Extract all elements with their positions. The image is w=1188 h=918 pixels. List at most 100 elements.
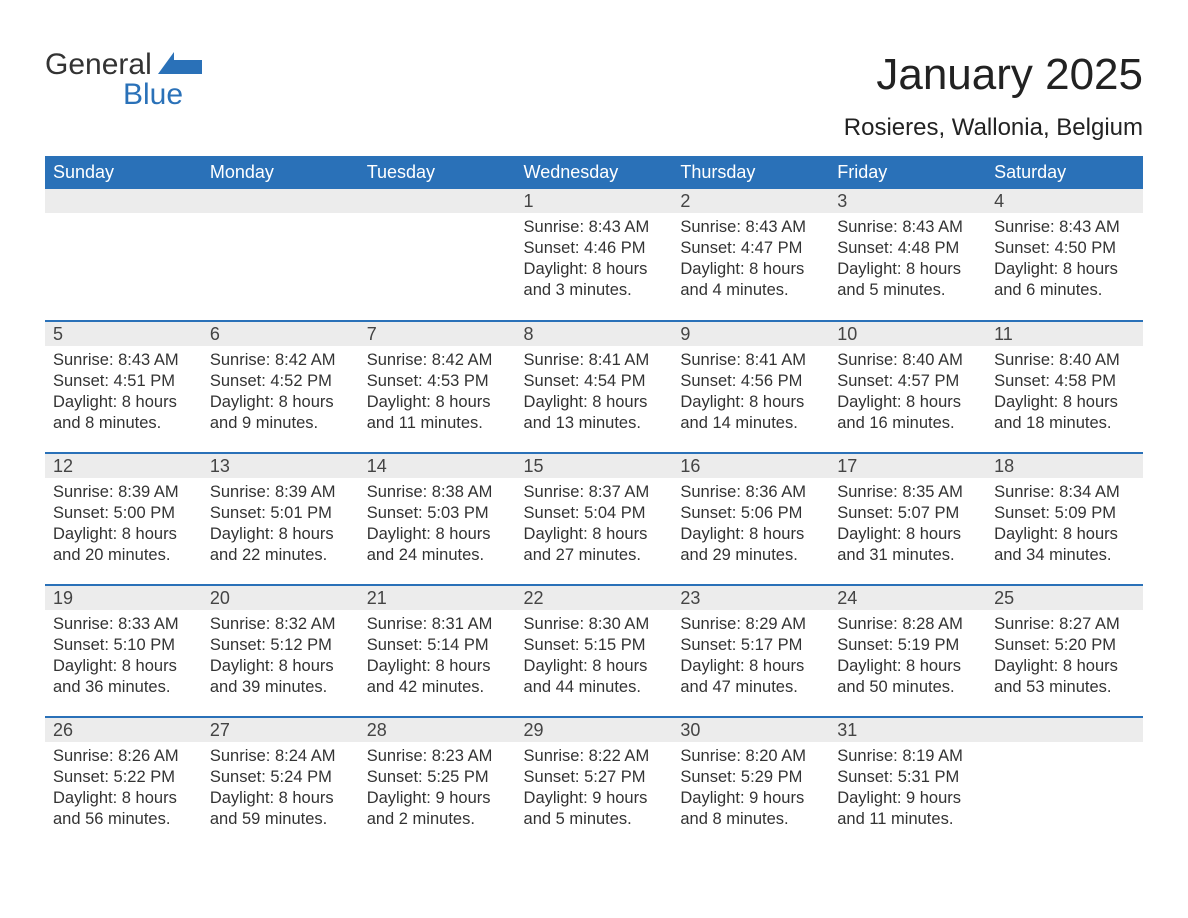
calendar-week-row: 19Sunrise: 8:33 AMSunset: 5:10 PMDayligh…	[45, 585, 1143, 717]
day-header: Monday	[202, 156, 359, 189]
calendar-day-cell: 11Sunrise: 8:40 AMSunset: 4:58 PMDayligh…	[986, 321, 1143, 453]
calendar-day-cell: 27Sunrise: 8:24 AMSunset: 5:24 PMDayligh…	[202, 717, 359, 849]
calendar-day-cell: 2Sunrise: 8:43 AMSunset: 4:47 PMDaylight…	[672, 189, 829, 321]
calendar-day-cell: 12Sunrise: 8:39 AMSunset: 5:00 PMDayligh…	[45, 453, 202, 585]
day-number: 11	[986, 322, 1143, 346]
day-number: 22	[516, 586, 673, 610]
day-details: Sunrise: 8:20 AMSunset: 5:29 PMDaylight:…	[672, 742, 829, 838]
logo-word1: General	[45, 50, 152, 80]
calendar-day-cell: 10Sunrise: 8:40 AMSunset: 4:57 PMDayligh…	[829, 321, 986, 453]
day-details: Sunrise: 8:43 AMSunset: 4:50 PMDaylight:…	[986, 213, 1143, 309]
day-details: Sunrise: 8:23 AMSunset: 5:25 PMDaylight:…	[359, 742, 516, 838]
day-number: 27	[202, 718, 359, 742]
calendar-empty-cell	[45, 189, 202, 321]
day-details: Sunrise: 8:22 AMSunset: 5:27 PMDaylight:…	[516, 742, 673, 838]
day-header: Tuesday	[359, 156, 516, 189]
calendar-empty-cell	[986, 717, 1143, 849]
day-details	[202, 213, 359, 225]
day-details: Sunrise: 8:30 AMSunset: 5:15 PMDaylight:…	[516, 610, 673, 706]
day-number: 3	[829, 189, 986, 213]
calendar-day-cell: 14Sunrise: 8:38 AMSunset: 5:03 PMDayligh…	[359, 453, 516, 585]
calendar-day-cell: 13Sunrise: 8:39 AMSunset: 5:01 PMDayligh…	[202, 453, 359, 585]
calendar-week-row: 5Sunrise: 8:43 AMSunset: 4:51 PMDaylight…	[45, 321, 1143, 453]
calendar-day-cell: 28Sunrise: 8:23 AMSunset: 5:25 PMDayligh…	[359, 717, 516, 849]
day-details: Sunrise: 8:28 AMSunset: 5:19 PMDaylight:…	[829, 610, 986, 706]
logo: General Blue	[45, 50, 202, 110]
day-number: 18	[986, 454, 1143, 478]
day-number	[359, 189, 516, 213]
day-number: 26	[45, 718, 202, 742]
calendar-day-cell: 7Sunrise: 8:42 AMSunset: 4:53 PMDaylight…	[359, 321, 516, 453]
day-number: 14	[359, 454, 516, 478]
day-number	[986, 718, 1143, 742]
day-number: 29	[516, 718, 673, 742]
day-details: Sunrise: 8:26 AMSunset: 5:22 PMDaylight:…	[45, 742, 202, 838]
month-title: January 2025	[844, 50, 1143, 100]
calendar-day-cell: 26Sunrise: 8:26 AMSunset: 5:22 PMDayligh…	[45, 717, 202, 849]
calendar-day-cell: 6Sunrise: 8:42 AMSunset: 4:52 PMDaylight…	[202, 321, 359, 453]
calendar-day-cell: 19Sunrise: 8:33 AMSunset: 5:10 PMDayligh…	[45, 585, 202, 717]
calendar-week-row: 1Sunrise: 8:43 AMSunset: 4:46 PMDaylight…	[45, 189, 1143, 321]
calendar-day-cell: 1Sunrise: 8:43 AMSunset: 4:46 PMDaylight…	[516, 189, 673, 321]
calendar-day-cell: 30Sunrise: 8:20 AMSunset: 5:29 PMDayligh…	[672, 717, 829, 849]
day-header: Saturday	[986, 156, 1143, 189]
day-header: Sunday	[45, 156, 202, 189]
day-number: 17	[829, 454, 986, 478]
day-details: Sunrise: 8:27 AMSunset: 5:20 PMDaylight:…	[986, 610, 1143, 706]
day-header: Thursday	[672, 156, 829, 189]
day-details: Sunrise: 8:34 AMSunset: 5:09 PMDaylight:…	[986, 478, 1143, 574]
day-number: 5	[45, 322, 202, 346]
calendar-day-cell: 4Sunrise: 8:43 AMSunset: 4:50 PMDaylight…	[986, 189, 1143, 321]
day-number: 6	[202, 322, 359, 346]
day-number: 4	[986, 189, 1143, 213]
day-number: 19	[45, 586, 202, 610]
calendar-table: SundayMondayTuesdayWednesdayThursdayFrid…	[45, 156, 1143, 849]
day-details	[986, 742, 1143, 754]
day-number: 2	[672, 189, 829, 213]
calendar-day-cell: 17Sunrise: 8:35 AMSunset: 5:07 PMDayligh…	[829, 453, 986, 585]
day-details: Sunrise: 8:41 AMSunset: 4:56 PMDaylight:…	[672, 346, 829, 442]
day-number: 20	[202, 586, 359, 610]
day-header: Friday	[829, 156, 986, 189]
day-details: Sunrise: 8:40 AMSunset: 4:57 PMDaylight:…	[829, 346, 986, 442]
day-number: 9	[672, 322, 829, 346]
day-details: Sunrise: 8:41 AMSunset: 4:54 PMDaylight:…	[516, 346, 673, 442]
calendar-day-cell: 31Sunrise: 8:19 AMSunset: 5:31 PMDayligh…	[829, 717, 986, 849]
day-details	[359, 213, 516, 225]
day-number: 8	[516, 322, 673, 346]
calendar-day-cell: 29Sunrise: 8:22 AMSunset: 5:27 PMDayligh…	[516, 717, 673, 849]
day-details: Sunrise: 8:39 AMSunset: 5:00 PMDaylight:…	[45, 478, 202, 574]
day-details: Sunrise: 8:43 AMSunset: 4:47 PMDaylight:…	[672, 213, 829, 309]
day-number: 7	[359, 322, 516, 346]
day-number: 16	[672, 454, 829, 478]
day-header: Wednesday	[516, 156, 673, 189]
day-details: Sunrise: 8:37 AMSunset: 5:04 PMDaylight:…	[516, 478, 673, 574]
day-details: Sunrise: 8:43 AMSunset: 4:46 PMDaylight:…	[516, 213, 673, 309]
calendar-day-cell: 3Sunrise: 8:43 AMSunset: 4:48 PMDaylight…	[829, 189, 986, 321]
location-subtitle: Rosieres, Wallonia, Belgium	[844, 114, 1143, 142]
calendar-day-cell: 18Sunrise: 8:34 AMSunset: 5:09 PMDayligh…	[986, 453, 1143, 585]
day-details: Sunrise: 8:40 AMSunset: 4:58 PMDaylight:…	[986, 346, 1143, 442]
day-details: Sunrise: 8:43 AMSunset: 4:51 PMDaylight:…	[45, 346, 202, 442]
day-number: 12	[45, 454, 202, 478]
calendar-empty-cell	[359, 189, 516, 321]
calendar-week-row: 12Sunrise: 8:39 AMSunset: 5:00 PMDayligh…	[45, 453, 1143, 585]
day-details: Sunrise: 8:43 AMSunset: 4:48 PMDaylight:…	[829, 213, 986, 309]
day-details: Sunrise: 8:32 AMSunset: 5:12 PMDaylight:…	[202, 610, 359, 706]
day-details: Sunrise: 8:31 AMSunset: 5:14 PMDaylight:…	[359, 610, 516, 706]
day-number: 28	[359, 718, 516, 742]
logo-word2: Blue	[123, 80, 202, 110]
day-details: Sunrise: 8:42 AMSunset: 4:53 PMDaylight:…	[359, 346, 516, 442]
day-number: 10	[829, 322, 986, 346]
day-number: 25	[986, 586, 1143, 610]
logo-flag-icon	[158, 50, 202, 80]
day-number: 15	[516, 454, 673, 478]
day-details: Sunrise: 8:35 AMSunset: 5:07 PMDaylight:…	[829, 478, 986, 574]
calendar-day-cell: 9Sunrise: 8:41 AMSunset: 4:56 PMDaylight…	[672, 321, 829, 453]
calendar-day-cell: 22Sunrise: 8:30 AMSunset: 5:15 PMDayligh…	[516, 585, 673, 717]
day-number	[202, 189, 359, 213]
day-details: Sunrise: 8:19 AMSunset: 5:31 PMDaylight:…	[829, 742, 986, 838]
day-details: Sunrise: 8:24 AMSunset: 5:24 PMDaylight:…	[202, 742, 359, 838]
day-number	[45, 189, 202, 213]
day-number: 23	[672, 586, 829, 610]
